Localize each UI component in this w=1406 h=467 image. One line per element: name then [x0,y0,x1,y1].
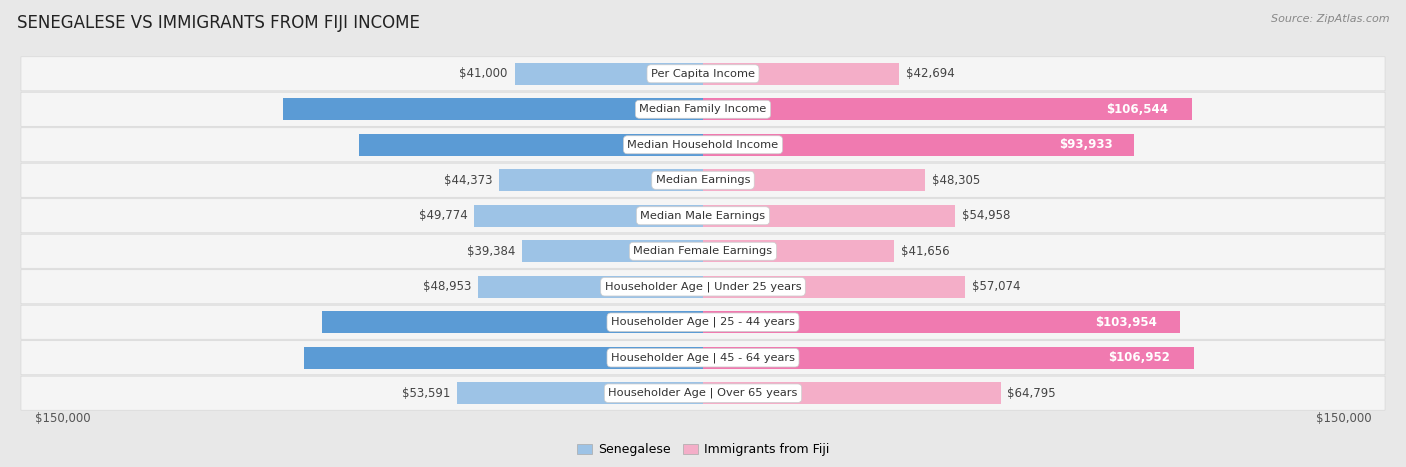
FancyBboxPatch shape [21,305,1385,339]
Text: $39,384: $39,384 [467,245,515,258]
Bar [457,382,703,404]
Text: $48,305: $48,305 [932,174,980,187]
Text: Median Female Earnings: Median Female Earnings [634,246,772,256]
Text: Householder Age | 45 - 64 years: Householder Age | 45 - 64 years [612,353,794,363]
Text: $106,544: $106,544 [1107,103,1168,116]
Text: $82,852: $82,852 [683,316,738,329]
Bar [703,347,1194,369]
FancyBboxPatch shape [21,199,1385,233]
Text: $49,774: $49,774 [419,209,468,222]
Bar [304,347,703,369]
FancyBboxPatch shape [21,341,1385,375]
FancyBboxPatch shape [21,57,1385,91]
Text: $57,074: $57,074 [972,280,1021,293]
Text: $74,999: $74,999 [686,138,740,151]
Text: $41,000: $41,000 [460,67,508,80]
Text: Source: ZipAtlas.com: Source: ZipAtlas.com [1271,14,1389,24]
FancyBboxPatch shape [21,128,1385,162]
FancyBboxPatch shape [21,163,1385,197]
Bar [703,169,925,191]
Bar [515,63,703,85]
Bar [322,311,703,333]
Text: $64,795: $64,795 [1008,387,1056,400]
Text: Householder Age | Over 65 years: Householder Age | Over 65 years [609,388,797,398]
Bar [703,134,1135,156]
Bar [703,98,1192,120]
Text: Householder Age | Under 25 years: Householder Age | Under 25 years [605,282,801,292]
Text: $91,475: $91,475 [682,103,735,116]
Bar [283,98,703,120]
Text: Per Capita Income: Per Capita Income [651,69,755,79]
Bar [359,134,703,156]
Text: SENEGALESE VS IMMIGRANTS FROM FIJI INCOME: SENEGALESE VS IMMIGRANTS FROM FIJI INCOM… [17,14,420,32]
Text: $42,694: $42,694 [905,67,955,80]
Text: $150,000: $150,000 [1316,412,1371,425]
Text: Median Male Earnings: Median Male Earnings [641,211,765,221]
Legend: Senegalese, Immigrants from Fiji: Senegalese, Immigrants from Fiji [571,439,835,461]
Text: $106,952: $106,952 [1108,351,1170,364]
Text: $54,958: $54,958 [962,209,1011,222]
Text: $86,897: $86,897 [683,351,737,364]
Bar [703,205,956,227]
Bar [478,276,703,298]
Bar [499,169,703,191]
Bar [703,276,965,298]
Bar [522,240,703,262]
FancyBboxPatch shape [21,92,1385,126]
Text: $44,373: $44,373 [444,174,492,187]
Text: Householder Age | 25 - 44 years: Householder Age | 25 - 44 years [612,317,794,327]
Text: $93,933: $93,933 [1059,138,1114,151]
Text: $41,656: $41,656 [901,245,950,258]
FancyBboxPatch shape [21,234,1385,268]
Bar [703,63,898,85]
Bar [703,311,1181,333]
Text: Median Household Income: Median Household Income [627,140,779,150]
Text: $103,954: $103,954 [1095,316,1157,329]
Text: Median Earnings: Median Earnings [655,175,751,185]
Bar [474,205,703,227]
Bar [703,240,894,262]
Text: $53,591: $53,591 [402,387,450,400]
Bar [703,382,1001,404]
Text: $48,953: $48,953 [423,280,471,293]
Text: $150,000: $150,000 [35,412,90,425]
FancyBboxPatch shape [21,270,1385,304]
FancyBboxPatch shape [21,376,1385,410]
Text: Median Family Income: Median Family Income [640,104,766,114]
